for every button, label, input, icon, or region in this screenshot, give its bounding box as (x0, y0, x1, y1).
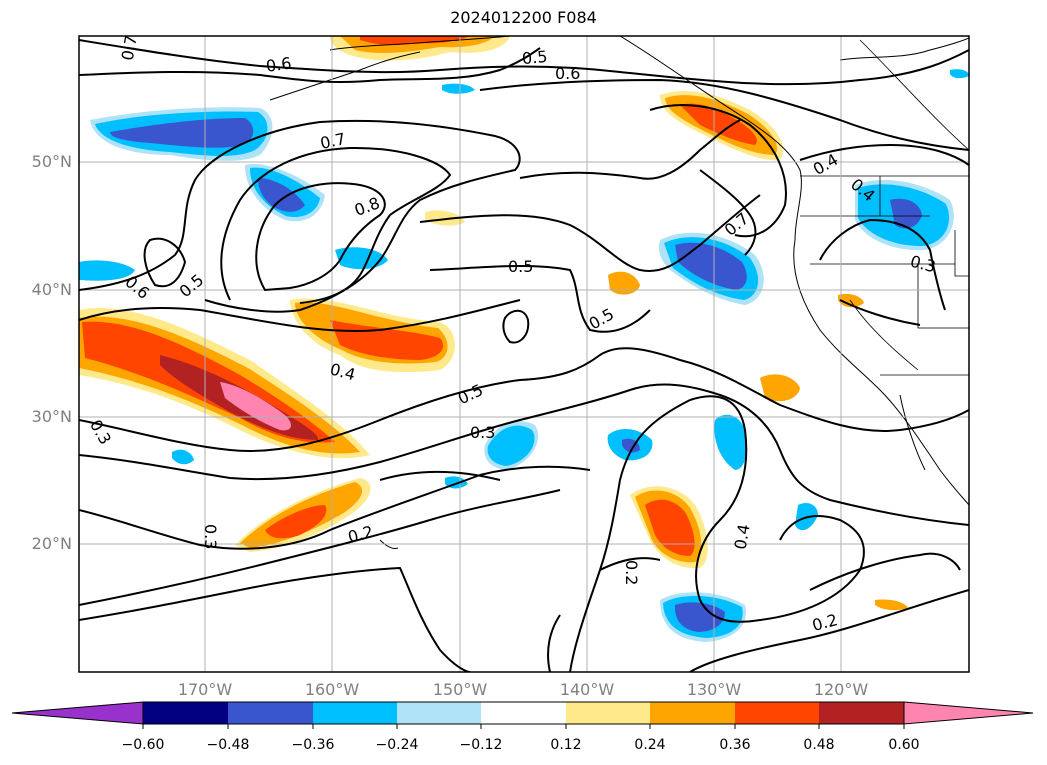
colorbar-tick-label: 0.60 (888, 737, 920, 753)
lon-label: 140°W (559, 680, 615, 699)
lon-label: 160°W (304, 680, 360, 699)
colorbar-segment (143, 702, 228, 724)
contour-label: 0.5 (508, 257, 533, 276)
colorbar (11, 701, 1034, 729)
colorbar-segment (735, 702, 819, 724)
contour-label: 0.3 (470, 423, 495, 442)
lon-label: 170°W (177, 680, 233, 699)
colorbar-segment (228, 702, 313, 724)
colorbar-segment (397, 702, 481, 724)
chart-title: 2024012200 F084 (450, 8, 597, 27)
colorbar-segment (481, 702, 566, 724)
colorbar-tick-label: −0.12 (459, 737, 503, 753)
coastlines (269, 36, 969, 549)
colorbar-tick-label: 0.12 (550, 737, 582, 753)
colorbar-segment (313, 702, 397, 724)
state-boundaries (800, 39, 969, 376)
graticule (79, 36, 969, 672)
colorbar-tick-label: −0.48 (206, 737, 250, 753)
contour-label: 0.4 (731, 523, 754, 551)
lon-label: 130°W (686, 680, 742, 699)
colorbar-tick-label: 0.24 (634, 737, 666, 753)
colorbar-tick-label: −0.60 (121, 737, 165, 753)
lon-label: 150°W (432, 680, 488, 699)
colorbar-segment (819, 702, 904, 724)
contour-label: 0.2 (622, 560, 641, 585)
lat-label: 50°N (31, 152, 72, 171)
lat-label: 20°N (31, 534, 72, 553)
contour-label: 0.6 (555, 64, 580, 83)
colorbar-tick-label: −0.36 (291, 737, 335, 753)
colorbar-segment (566, 702, 650, 724)
colorbar-extend-high (903, 701, 1034, 725)
lat-label: 40°N (31, 280, 72, 299)
contour-label: 0.7 (118, 34, 141, 62)
colorbar-tick-label: −0.24 (375, 737, 419, 753)
lon-label: 120°W (813, 680, 869, 699)
colorbar-extend-low (11, 701, 144, 725)
colorbar-tick-label: 0.48 (803, 737, 835, 753)
contour-label: 0.7 (318, 129, 347, 153)
contour-label: 0.5 (521, 47, 548, 68)
filled-anomaly-regions (79, 36, 969, 642)
map-plot[interactable]: 0.7 0.6 0.5 0.6 0.7 0.8 0.5 0.6 0.5 0.5 … (0, 0, 1047, 700)
contour-label: 0.6 (265, 54, 293, 76)
contour-label: 0.3 (201, 524, 220, 549)
colorbar-segment (650, 702, 735, 724)
contour-lines (79, 39, 969, 672)
lat-label: 30°N (31, 407, 72, 426)
colorbar-tick-label: 0.36 (719, 737, 751, 753)
